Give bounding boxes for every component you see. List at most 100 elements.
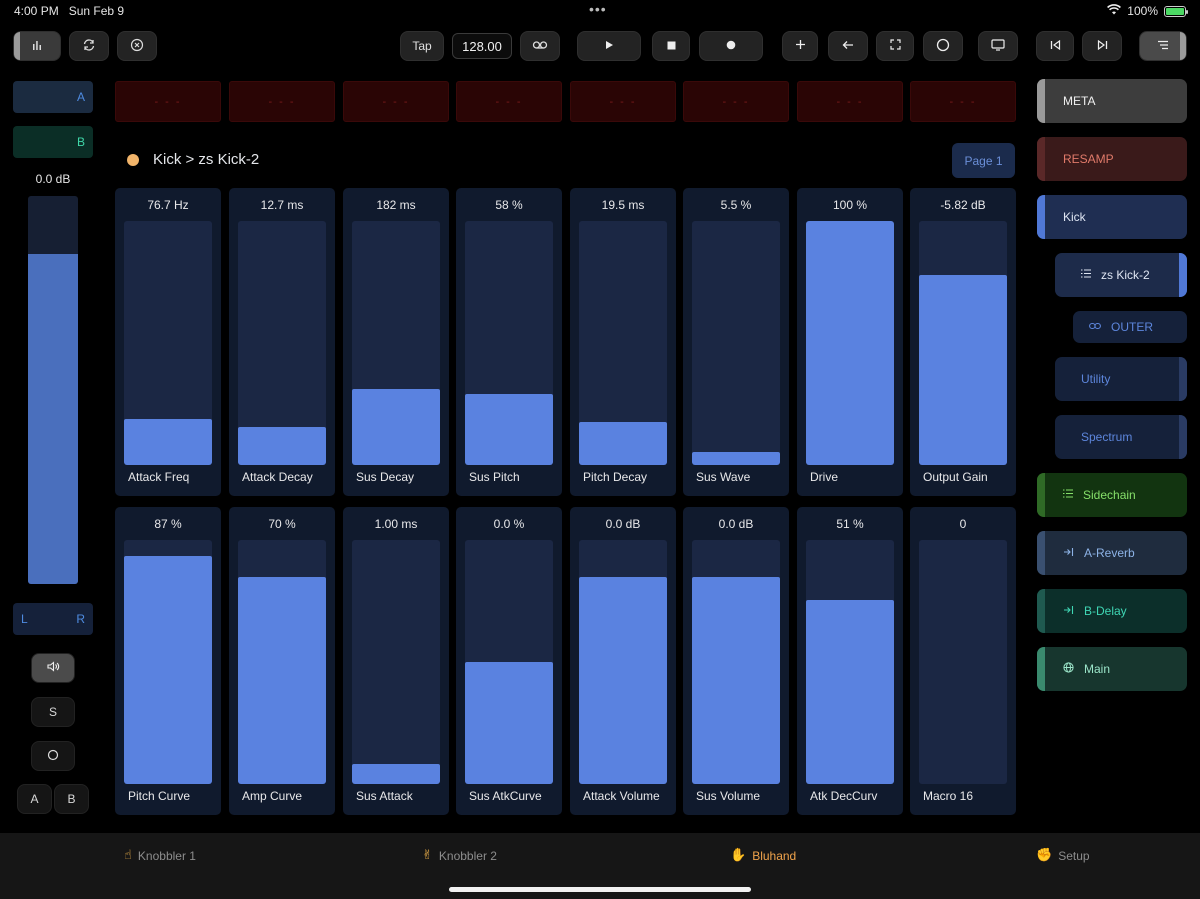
clip-pad[interactable]: - - -	[229, 81, 335, 122]
macro-slider[interactable]: 87 % Pitch Curve	[115, 507, 221, 815]
macro-track[interactable]	[465, 221, 553, 465]
multitasking-dots-icon[interactable]: •••	[589, 1, 607, 17]
send-a-block[interactable]: A	[13, 81, 93, 113]
volume-fader[interactable]	[28, 196, 78, 584]
page-button[interactable]: Page 1	[952, 143, 1015, 178]
chain-device[interactable]: A-Reverb	[1037, 531, 1187, 575]
chain-device[interactable]: Main	[1037, 647, 1187, 691]
volume-fader-fill	[28, 254, 78, 584]
send-b-label: B	[76, 135, 85, 149]
macro-track[interactable]	[692, 540, 780, 784]
macro-track[interactable]	[579, 540, 667, 784]
airplay-button[interactable]	[978, 31, 1018, 61]
refresh-button[interactable]	[69, 31, 109, 61]
macro-slider[interactable]: 19.5 ms Pitch Decay	[570, 188, 676, 496]
macro-slider[interactable]: 51 % Atk DecCurv	[797, 507, 903, 815]
macro-slider[interactable]: 182 ms Sus Decay	[343, 188, 449, 496]
macro-slider[interactable]: 70 % Amp Curve	[229, 507, 335, 815]
chain-device[interactable]: OUTER	[1073, 311, 1187, 343]
macro-slider[interactable]: 0 Macro 16	[910, 507, 1016, 815]
fullscreen-button[interactable]	[876, 31, 914, 61]
macro-track[interactable]	[579, 221, 667, 465]
crossfade-b-button[interactable]: B	[54, 784, 89, 814]
macro-slider[interactable]: 76.7 Hz Attack Freq	[115, 188, 221, 496]
pan-control[interactable]: L R	[13, 603, 93, 635]
macro-slider[interactable]: 0.0 % Sus AtkCurve	[456, 507, 562, 815]
send-b-block[interactable]: B	[13, 126, 93, 158]
solo-button[interactable]: S	[31, 697, 75, 727]
next-track-button[interactable]	[1082, 31, 1122, 61]
macro-slider[interactable]: 1.00 ms Sus Attack	[343, 507, 449, 815]
tab-bluhand[interactable]: ✋ Bluhand	[730, 848, 796, 863]
chain-device-label: zs Kick-2	[1101, 268, 1150, 282]
tab-setup[interactable]: ✊ Setup	[1036, 848, 1090, 863]
chain-device[interactable]: Sidechain	[1037, 473, 1187, 517]
skip-forward-icon	[1097, 39, 1108, 53]
clip-pad[interactable]: - - -	[683, 81, 789, 122]
tab-knobbler-2[interactable]: ✌ Knobbler 2	[422, 848, 497, 863]
macro-slider[interactable]: 100 % Drive	[797, 188, 903, 496]
macro-value: 58 %	[495, 198, 523, 212]
play-button[interactable]	[577, 31, 641, 61]
stop-button[interactable]	[652, 31, 690, 61]
macro-slider[interactable]: 5.5 % Sus Wave	[683, 188, 789, 496]
menu-button[interactable]	[1139, 31, 1187, 61]
crossfade-a-button[interactable]: A	[17, 784, 52, 814]
clip-pad[interactable]: - - -	[456, 81, 562, 122]
add-button[interactable]	[782, 31, 818, 61]
macro-slider[interactable]: -5.82 dB Output Gain	[910, 188, 1016, 496]
macro-fill	[579, 422, 667, 465]
macro-track[interactable]	[238, 540, 326, 784]
link-icon	[1089, 321, 1101, 333]
macro-track[interactable]	[465, 540, 553, 784]
clip-pad[interactable]: - - -	[910, 81, 1016, 122]
stop-all-button[interactable]	[117, 31, 157, 61]
macro-name: Pitch Decay	[583, 470, 648, 484]
macro-track[interactable]	[919, 540, 1007, 784]
chain-device[interactable]: Kick	[1037, 195, 1187, 239]
pan-right-label: R	[76, 612, 85, 626]
menu-lines-icon	[1157, 39, 1169, 53]
macro-name: Sus Pitch	[469, 470, 520, 484]
loop-button[interactable]	[520, 31, 560, 61]
macro-track[interactable]	[238, 221, 326, 465]
mute-button[interactable]	[31, 653, 75, 683]
macro-track[interactable]	[352, 540, 440, 784]
macro-track[interactable]	[352, 221, 440, 465]
macro-fill	[806, 599, 894, 784]
macro-name: Sus Attack	[356, 789, 413, 803]
chain-device[interactable]: Spectrum	[1055, 415, 1187, 459]
clip-pad[interactable]: - - -	[570, 81, 676, 122]
clip-pad[interactable]: - - -	[343, 81, 449, 122]
chain-device[interactable]: B-Delay	[1037, 589, 1187, 633]
clip-pad[interactable]: - - -	[115, 81, 221, 122]
previous-track-button[interactable]	[1036, 31, 1074, 61]
tab-knobbler-1[interactable]: ☝ Knobbler 1	[124, 848, 196, 863]
macro-track[interactable]	[692, 221, 780, 465]
macro-track[interactable]	[919, 221, 1007, 465]
macro-slider[interactable]: 0.0 dB Attack Volume	[570, 507, 676, 815]
macro-track[interactable]	[806, 221, 894, 465]
tempo-field[interactable]: 128.00	[452, 33, 512, 59]
device-color-bar	[1037, 473, 1045, 517]
arrow-left-icon	[842, 39, 854, 53]
macro-slider[interactable]: 12.7 ms Attack Decay	[229, 188, 335, 496]
macro-track[interactable]	[124, 540, 212, 784]
macro-slider[interactable]: 0.0 dB Sus Volume	[683, 507, 789, 815]
tap-tempo-button[interactable]: Tap	[400, 31, 444, 61]
circle-button[interactable]	[923, 31, 963, 61]
macro-name: Amp Curve	[242, 789, 303, 803]
chain-device[interactable]: Utility	[1055, 357, 1187, 401]
chain-device[interactable]: zs Kick-2	[1055, 253, 1187, 297]
arm-button[interactable]	[31, 741, 75, 771]
macro-track[interactable]	[124, 221, 212, 465]
mixer-view-button[interactable]	[13, 31, 61, 61]
chain-device[interactable]: META	[1037, 79, 1187, 123]
back-button[interactable]	[828, 31, 868, 61]
chain-device[interactable]: RESAMP	[1037, 137, 1187, 181]
record-button[interactable]	[699, 31, 763, 61]
macro-fill	[692, 451, 780, 465]
macro-slider[interactable]: 58 % Sus Pitch	[456, 188, 562, 496]
macro-track[interactable]	[806, 540, 894, 784]
clip-pad[interactable]: - - -	[797, 81, 903, 122]
